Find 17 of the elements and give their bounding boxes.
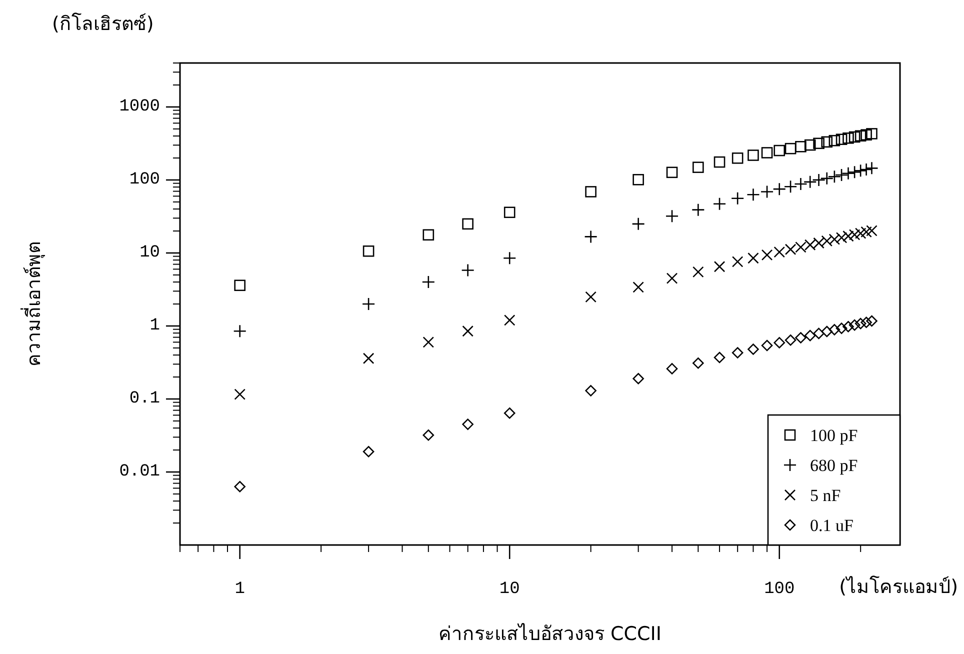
y-axis-title: ความถี่เอาต์พุต bbox=[20, 242, 46, 366]
y-tick-label: 1000 bbox=[119, 97, 160, 116]
x-tick-label: 100 bbox=[764, 580, 795, 599]
legend-label: 680 pF bbox=[810, 456, 858, 475]
legend-label: 5 nF bbox=[810, 486, 841, 505]
y-tick-label: 1 bbox=[150, 316, 160, 336]
legend-label: 0.1 uF bbox=[810, 516, 854, 535]
y-tick-label: 10 bbox=[140, 243, 160, 262]
x-tick-label: 1 bbox=[234, 580, 245, 599]
x-tick-label: 10 bbox=[499, 580, 520, 599]
y-tick-label: 100 bbox=[129, 170, 160, 190]
text: (กิโลเฮิรตซ์) bbox=[52, 12, 154, 35]
y-tick-label: 0.1 bbox=[129, 389, 160, 408]
y-tick-label: 0.01 bbox=[119, 462, 160, 482]
x-axis-title: ค่ากระแสไบอัสวงจร CCCII bbox=[438, 623, 662, 645]
legend-label: 100 pF bbox=[810, 426, 858, 445]
text: (ไมโครแอมป์) bbox=[839, 575, 958, 598]
